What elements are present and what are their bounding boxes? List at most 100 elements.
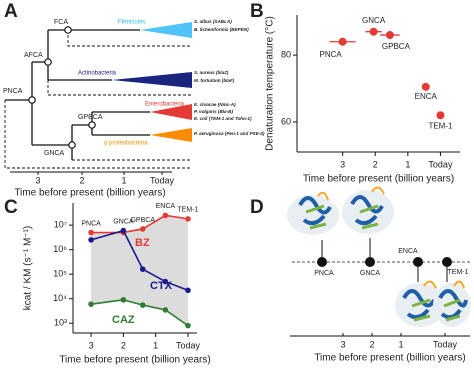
node bbox=[44, 58, 52, 66]
axis-tick-label: 2 bbox=[369, 339, 374, 349]
species: B. licheniformis (BEPEN) bbox=[194, 27, 249, 32]
clade-label: Enterobacteria bbox=[145, 102, 185, 108]
timeline-label: GNCA bbox=[360, 270, 381, 277]
y-tick-label: 10⁵ bbox=[53, 269, 67, 279]
clade-triangle bbox=[150, 128, 192, 142]
point bbox=[338, 37, 347, 46]
x-tick-label: 3 bbox=[89, 340, 94, 350]
y-tick-label: 10⁶ bbox=[53, 244, 67, 254]
point bbox=[162, 212, 169, 219]
timeline-label: PNCA bbox=[314, 270, 334, 277]
series-label: CAZ bbox=[112, 314, 135, 326]
clade-triangle bbox=[112, 72, 192, 88]
point bbox=[421, 82, 430, 91]
species: M. fortuitum (blaF) bbox=[194, 78, 235, 83]
point-label: GNCA bbox=[113, 218, 134, 225]
node bbox=[68, 141, 76, 149]
timeline-label: TEM-1 bbox=[448, 269, 469, 276]
axis-tick-label: Today bbox=[150, 175, 175, 185]
point-label: TEM-1 bbox=[177, 207, 198, 214]
clade-label: γ-proteobacteria bbox=[104, 141, 148, 147]
point-label: GPBCA bbox=[130, 217, 155, 224]
y-tick-label: 60 bbox=[281, 116, 291, 126]
species: E. coli (TEM-1 and Toho-1) bbox=[194, 116, 252, 121]
series-label: CTX bbox=[150, 280, 173, 292]
point-label: GNCA bbox=[362, 16, 386, 25]
axis-label: Time before present (billion years) bbox=[314, 353, 465, 364]
panel-label: B bbox=[250, 1, 264, 22]
point-label: TEM-1 bbox=[428, 121, 453, 130]
point-label: PNCA bbox=[320, 50, 343, 59]
species: S. aureus (blaZ) bbox=[194, 70, 229, 75]
connector bbox=[321, 238, 448, 282]
species: E. cloacae (Nmc-A) bbox=[194, 102, 236, 107]
species: P. vulgaris (Bla-B) bbox=[194, 109, 233, 114]
clade-label: Actinobacteria bbox=[78, 71, 117, 77]
node bbox=[28, 96, 36, 104]
point bbox=[436, 111, 445, 120]
x-tick-label: 2 bbox=[373, 159, 378, 169]
species: S. albus (SABLA) bbox=[194, 19, 232, 24]
y-axis-label: kcat / KM (s⁻¹ M⁻¹) bbox=[23, 226, 34, 310]
axis-tick-label: 2 bbox=[79, 175, 84, 185]
series-label: BZ bbox=[135, 237, 150, 249]
clade-triangle bbox=[150, 104, 192, 120]
point-label: PNCA bbox=[81, 220, 101, 227]
node-label: AFCA bbox=[24, 52, 43, 59]
point bbox=[139, 226, 146, 232]
point bbox=[385, 31, 394, 40]
y-tick-label: 10³ bbox=[54, 318, 67, 328]
point bbox=[139, 302, 146, 308]
axis-tick bbox=[37, 172, 163, 175]
protein-structure bbox=[433, 280, 471, 327]
clade-triangle bbox=[140, 22, 192, 38]
point bbox=[120, 297, 127, 303]
timeline-label: ENCA bbox=[398, 248, 418, 255]
y-tick-label: 10⁷ bbox=[54, 220, 67, 230]
point bbox=[88, 237, 94, 243]
point bbox=[88, 229, 94, 236]
timeline-dot bbox=[317, 257, 327, 267]
point bbox=[162, 307, 169, 313]
tree: FCA AFCA PNCA GNCA GPBCA Firmicutes Acti… bbox=[3, 19, 265, 199]
x-axis-label: Time before present (billion years) bbox=[303, 174, 454, 185]
x-tick-label: Today bbox=[428, 159, 453, 169]
x-tick-label: 1 bbox=[405, 159, 410, 169]
x-tick-label: 3 bbox=[340, 159, 345, 169]
y-tick-label: 10⁴ bbox=[53, 293, 67, 303]
node bbox=[88, 121, 96, 129]
x-tick-label: 2 bbox=[121, 340, 126, 350]
point bbox=[120, 227, 127, 234]
point bbox=[88, 301, 94, 307]
point bbox=[369, 27, 378, 36]
protein-structure bbox=[342, 186, 394, 234]
node-label: PNCA bbox=[3, 88, 23, 95]
axis-tick-label: 1 bbox=[398, 339, 403, 349]
y-tick-label: 80 bbox=[281, 49, 291, 59]
point-label: ENCA bbox=[415, 92, 438, 101]
axis-label: Time before present (billion years) bbox=[14, 188, 165, 199]
point bbox=[139, 266, 146, 272]
range-shade bbox=[91, 215, 188, 326]
node-label: FCA bbox=[54, 19, 68, 26]
species: P. aeruginosa (Pen-1 and PSE-4) bbox=[194, 131, 265, 136]
x-tick-label: Today bbox=[176, 340, 201, 350]
panel-label: A bbox=[4, 1, 18, 22]
timeline-dot bbox=[442, 257, 452, 267]
timeline-dot bbox=[413, 257, 423, 267]
x-axis-label: Time before present (billion years) bbox=[59, 355, 210, 366]
panel-label: D bbox=[250, 197, 264, 218]
node-label: GPBCA bbox=[78, 114, 103, 121]
panel-label: C bbox=[4, 197, 18, 218]
node-label: GNCA bbox=[44, 150, 65, 157]
axis-tick-label: Today bbox=[433, 339, 458, 349]
protein-structure bbox=[287, 191, 339, 235]
axis-tick bbox=[342, 333, 446, 336]
x-tick-label: 1 bbox=[153, 340, 158, 350]
point bbox=[185, 216, 191, 222]
point bbox=[185, 287, 191, 294]
timeline-dot bbox=[365, 257, 375, 267]
y-axis-label: Denaturation temperature (°C) bbox=[265, 16, 276, 151]
structure-timeline: PNCA GNCA ENCA TEM-1 3 2 1 Today Time be… bbox=[287, 186, 471, 364]
